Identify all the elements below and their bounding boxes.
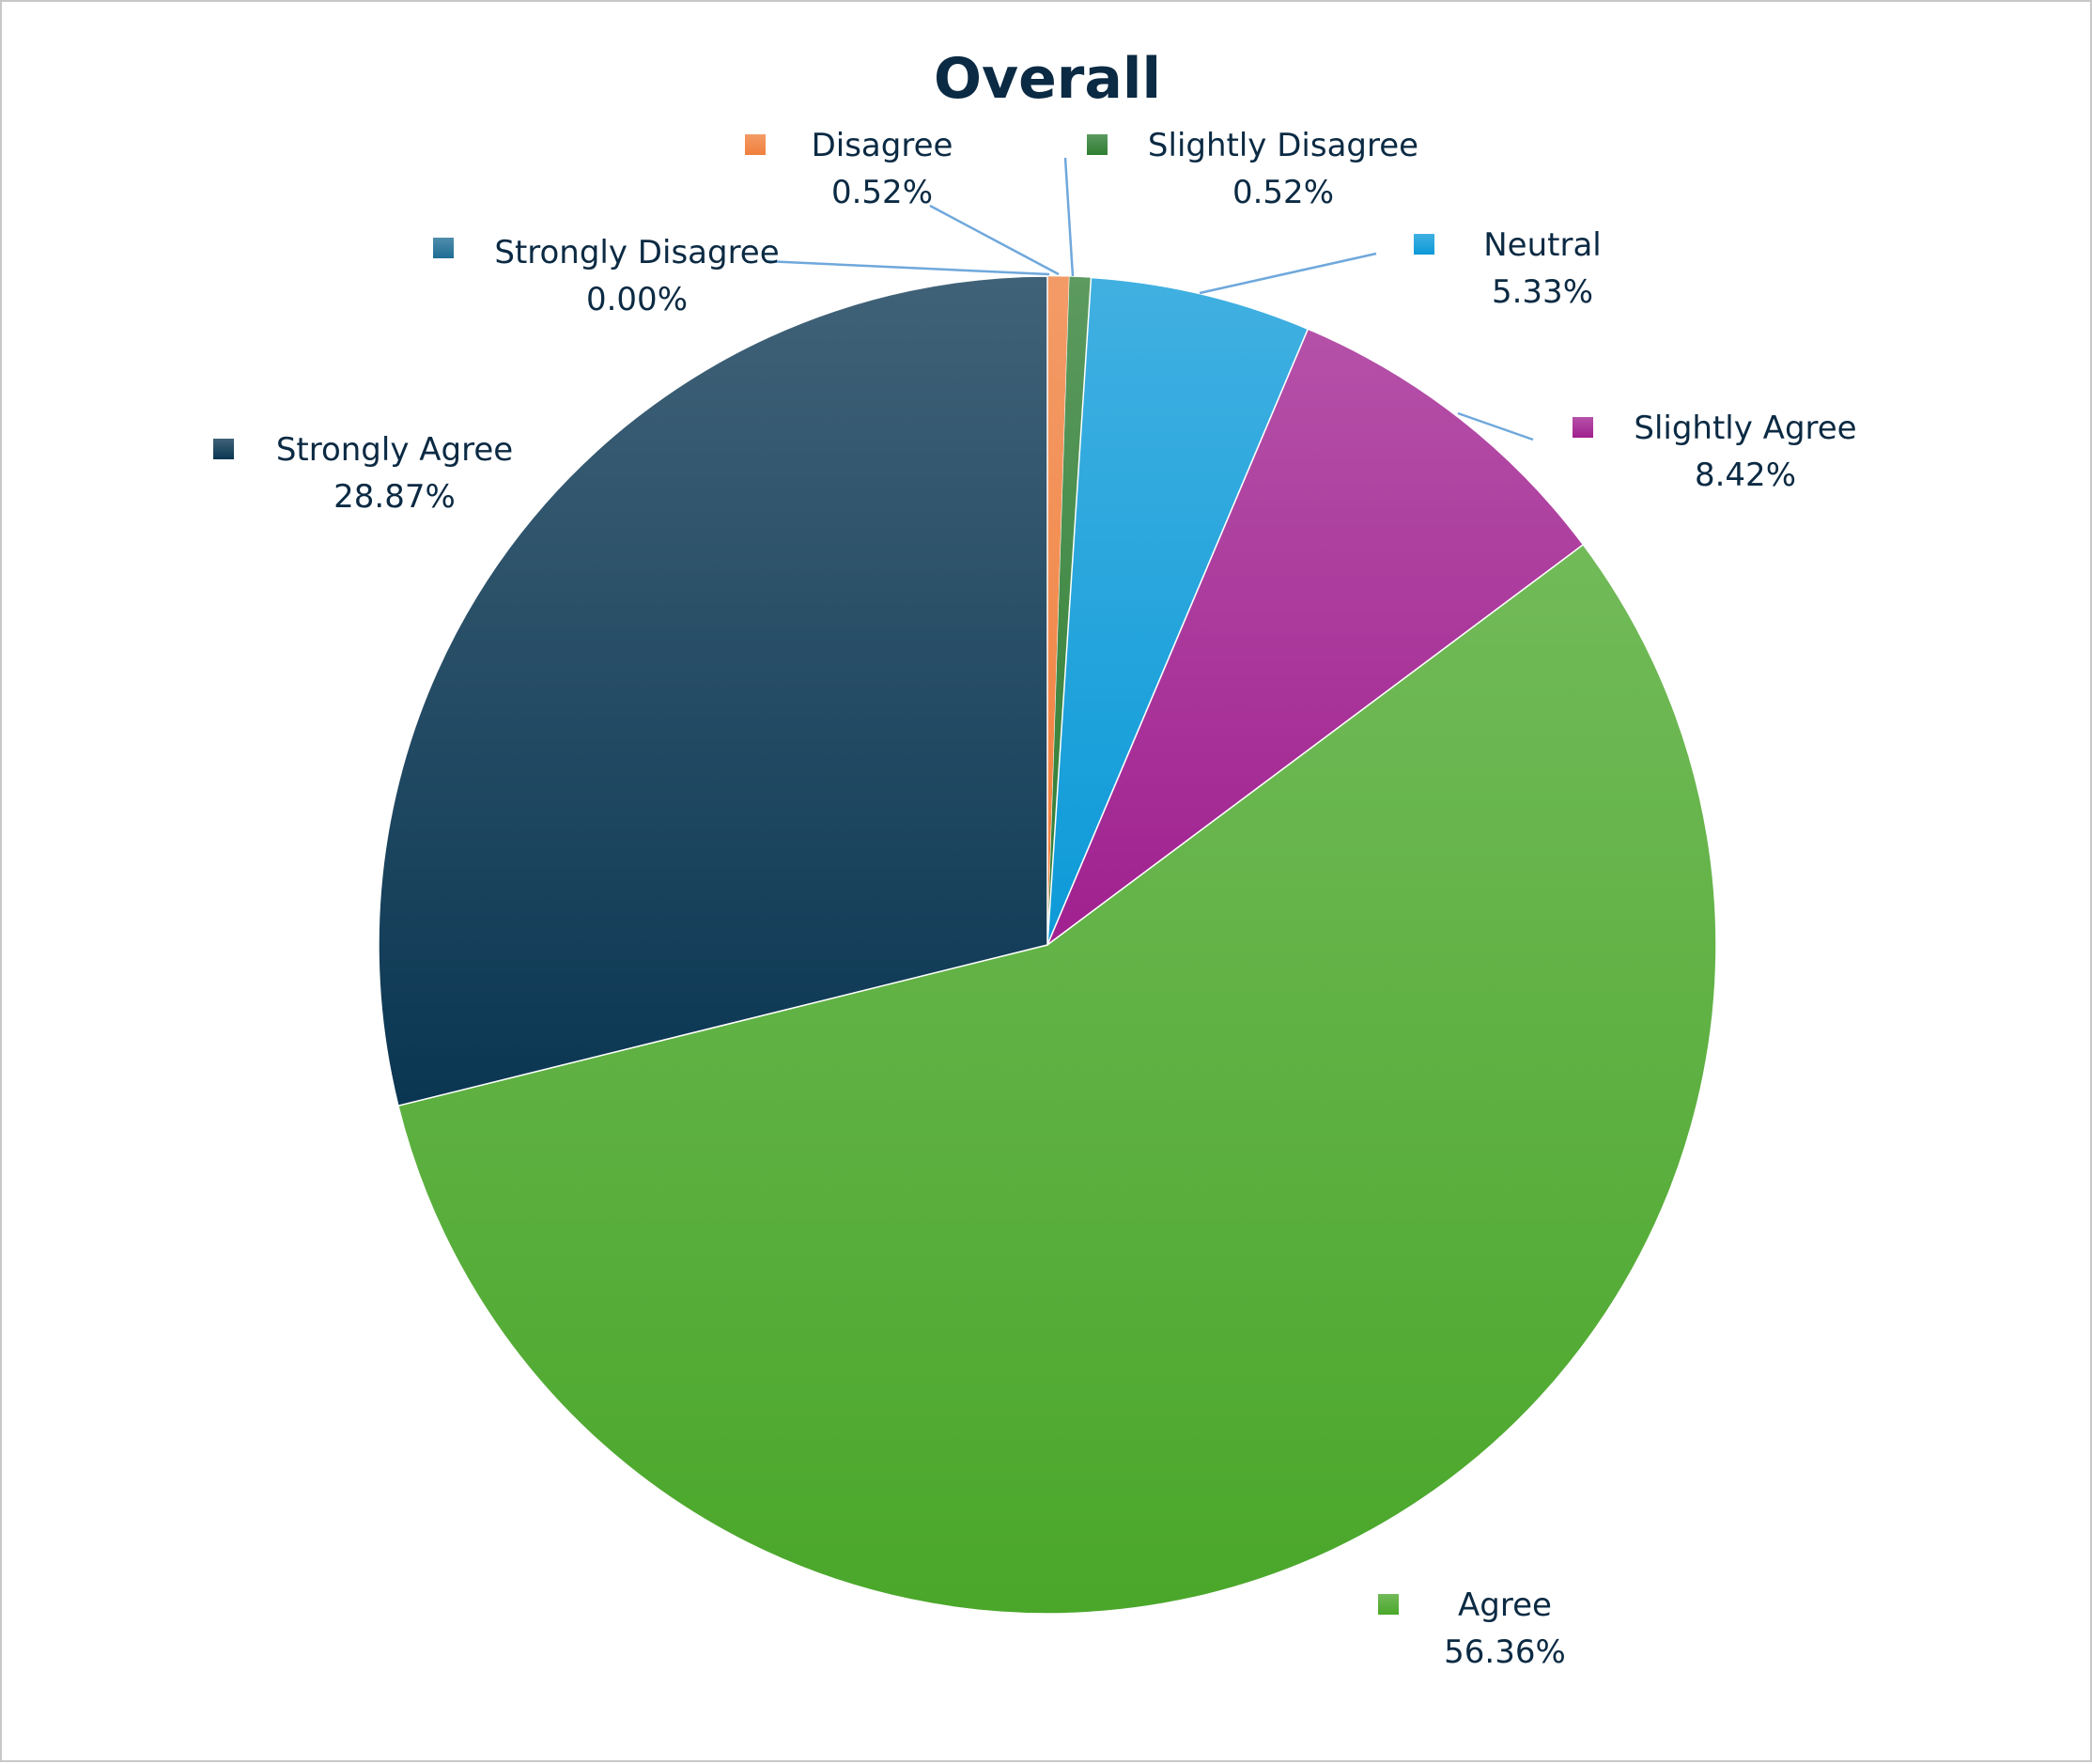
legend-marker-disagree	[745, 134, 766, 155]
data-labels: Strongly Disagree 0.00% Disagree 0.52% Sligh…	[213, 127, 1857, 1671]
data-label-name-strongly-agree: Strongly Agree	[276, 431, 513, 469]
legend-marker-slightly-agree	[1573, 417, 1593, 438]
data-label-name-slightly-agree: Slightly Agree	[1634, 410, 1856, 447]
legend-marker-strongly-agree	[213, 439, 234, 459]
data-label-name-disagree: Disagree	[812, 127, 953, 164]
leader-line-neutral	[1199, 252, 1377, 295]
pie-slice-slightly-agree	[1046, 328, 1585, 948]
legend-marker-slightly-disagree	[1087, 134, 1108, 155]
leader-line-disagree	[929, 204, 1060, 276]
data-label-name-strongly-disagree: Strongly Disagree	[494, 234, 779, 271]
data-label-value-agree: 56.36%	[1444, 1633, 1566, 1671]
leader-line-slightly-agree	[1457, 411, 1534, 441]
chart-title: Overall	[934, 46, 1161, 112]
leader-line-slightly-disagree	[1063, 157, 1075, 277]
data-label-name-neutral: Neutral	[1483, 226, 1602, 264]
data-label-value-strongly-agree: 28.87%	[333, 478, 456, 516]
data-label-name-slightly-disagree: Slightly Disagree	[1148, 127, 1418, 164]
pie-slice-strongly-agree	[378, 275, 1048, 1107]
pie-slices	[378, 275, 1717, 1615]
data-label-value-strongly-disagree: 0.00%	[586, 281, 688, 318]
pie-slice-agree	[396, 543, 1717, 1615]
legend-marker-neutral	[1414, 234, 1434, 255]
leader-lines	[764, 157, 1534, 441]
leader-line-strongly-disagree	[764, 259, 1050, 276]
pie-slice-neutral	[1046, 276, 1309, 946]
data-label-value-disagree: 0.52%	[831, 174, 933, 211]
legend-marker-agree	[1378, 1594, 1399, 1615]
legend-marker-strongly-disagree	[433, 238, 454, 258]
data-label-value-slightly-agree: 8.42%	[1695, 456, 1796, 494]
data-label-value-slightly-disagree: 0.52%	[1232, 174, 1334, 211]
data-label-value-neutral: 5.33%	[1492, 273, 1593, 311]
data-label-name-agree: Agree	[1458, 1586, 1552, 1624]
